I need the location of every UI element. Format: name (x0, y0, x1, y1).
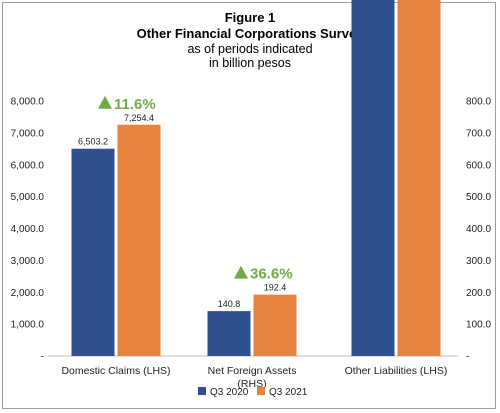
growth-percent-label: 36.6% (250, 266, 293, 283)
right-axis-tick-label: 300.0 (466, 256, 491, 267)
growth-up-triangle-icon (98, 95, 112, 109)
left-axis-tick-label: 5,000.0 (11, 192, 45, 203)
left-axis-tick-label: 3,000.0 (11, 256, 45, 267)
category-label: Domestic Claims (LHS) (61, 365, 170, 377)
left-axis-tick-label: 7,000.0 (11, 128, 45, 139)
bar (207, 311, 251, 356)
right-axis-tick-label: 800.0 (466, 97, 491, 108)
left-axis-tick-label: 8,000.0 (11, 97, 45, 108)
category-label: Other Liabilities (LHS) (345, 365, 448, 377)
right-axis-tick-label: 100.0 (466, 320, 491, 331)
left-axis-tick-label: 1,000.0 (11, 320, 45, 331)
right-axis-tick-label: 400.0 (466, 224, 491, 235)
category-label: Net Foreign Assets (208, 365, 297, 377)
chart-subtitle-periods: as of periods indicated (187, 42, 312, 56)
bar (253, 294, 297, 356)
right-axis: - 100.0 200.0 300.0 400.0 500.0 600.0 700.0 800.… (466, 97, 491, 363)
chart-title: Figure 1 (225, 10, 276, 25)
left-axis-tick-label: 2,000.0 (11, 288, 45, 299)
legend-label-q3-2021: Q3 2021 (269, 387, 308, 398)
legend: Q3 2020 Q3 2021 (198, 387, 308, 398)
right-axis-tick-label: 600.0 (466, 160, 491, 171)
legend-label-q3-2020: Q3 2020 (210, 387, 249, 398)
growth-percent-label: 11.6% (114, 96, 156, 113)
data-label: 192.4 (264, 283, 287, 293)
data-label: 6,503.2 (78, 137, 108, 147)
bar (71, 148, 115, 356)
bar (397, 0, 441, 356)
right-axis-tick-label: 200.0 (466, 288, 491, 299)
category-labels: Domestic Claims (LHS) Net Foreign Assets(… (61, 365, 447, 390)
bar (351, 0, 395, 356)
right-axis-tick-label: 500.0 (466, 192, 491, 203)
growth-up-triangle-icon (234, 265, 248, 279)
left-axis: - 1,000.0 2,000.0 3,000.0 4,000.0 5,000.0 6,00… (11, 97, 45, 363)
left-axis-tick-label: 6,000.0 (11, 160, 45, 171)
legend-swatch-q3-2021 (257, 387, 265, 395)
left-axis-tick-label: - (41, 352, 44, 363)
bars-layer: 6,503.27,254.411.6%140.8192.436.6%6,644.… (71, 0, 441, 357)
data-label: 140.8 (218, 299, 241, 309)
right-axis-tick-label: - (466, 352, 469, 363)
chart-subtitle-units: in billion pesos (209, 56, 291, 70)
bar (117, 124, 161, 357)
legend-swatch-q3-2020 (198, 387, 206, 395)
right-axis-tick-label: 700.0 (466, 128, 491, 139)
chart-subtitle: Other Financial Corporations Survey (137, 26, 365, 41)
left-axis-tick-label: 4,000.0 (11, 224, 45, 235)
data-label: 7,254.4 (124, 113, 154, 123)
